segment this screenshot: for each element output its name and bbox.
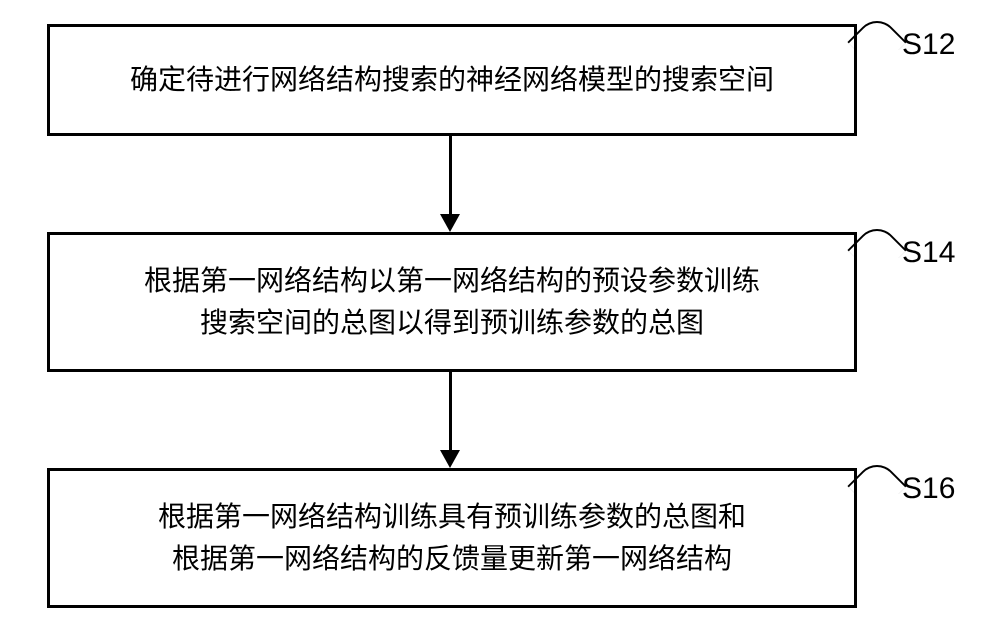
node-text-s14: 根据第一网络结构以第一网络结构的预设参数训练搜索空间的总图以得到预训练参数的总图 [144, 260, 760, 344]
flowchart-node-s12: 确定待进行网络结构搜索的神经网络模型的搜索空间 [47, 24, 857, 136]
arrow-head-2 [440, 450, 460, 468]
arrow-line-1 [449, 136, 452, 216]
arrow-line-2 [449, 372, 452, 452]
node-label-s12: S12 [902, 28, 955, 62]
node-label-s16: S16 [902, 472, 955, 506]
flowchart-node-s14: 根据第一网络结构以第一网络结构的预设参数训练搜索空间的总图以得到预训练参数的总图 [47, 232, 857, 372]
flowchart-node-s16: 根据第一网络结构训练具有预训练参数的总图和根据第一网络结构的反馈量更新第一网络结… [47, 468, 857, 608]
node-label-s14: S14 [902, 236, 955, 270]
node-text-s12: 确定待进行网络结构搜索的神经网络模型的搜索空间 [130, 59, 774, 101]
node-text-s16: 根据第一网络结构训练具有预训练参数的总图和根据第一网络结构的反馈量更新第一网络结… [158, 496, 746, 580]
arrow-head-1 [440, 214, 460, 232]
flowchart-container: 确定待进行网络结构搜索的神经网络模型的搜索空间 S12 根据第一网络结构以第一网… [0, 0, 1000, 634]
